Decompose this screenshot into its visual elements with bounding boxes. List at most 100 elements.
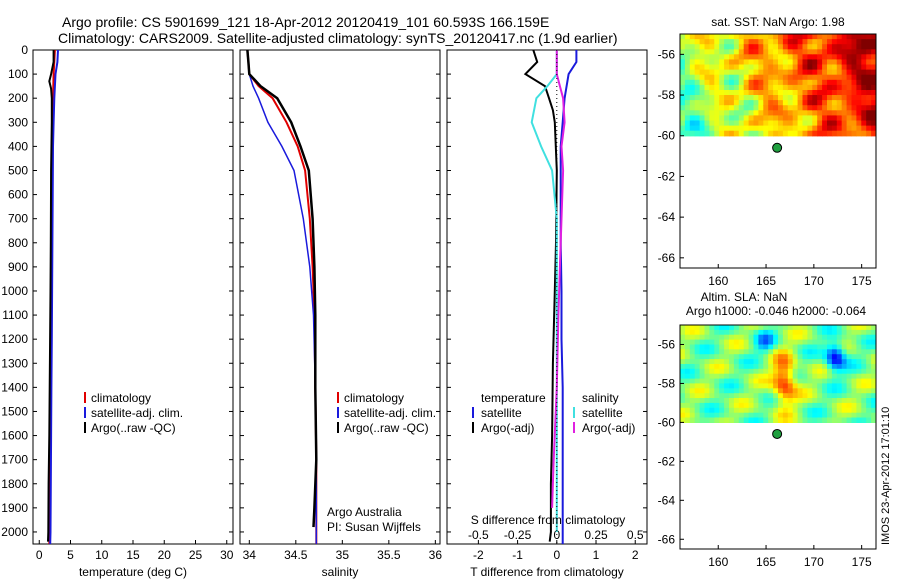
s-difference-xlabel: S difference from climatology: [471, 513, 626, 527]
heat-cell: [817, 90, 823, 96]
heat-cell: [792, 90, 799, 96]
heat-cell: [714, 354, 720, 360]
heat-cell: [871, 59, 876, 66]
heat-cell: [729, 412, 735, 419]
heat-cell: [817, 402, 823, 409]
heat-cell: [827, 39, 833, 45]
heat-cell: [704, 90, 710, 96]
heat-cell: [787, 44, 794, 50]
heat-cell: [851, 125, 857, 132]
heat-cell: [851, 349, 857, 355]
heat-cell: [851, 54, 857, 60]
heat-cell: [866, 329, 872, 336]
heat-cell: [699, 344, 706, 350]
heat-cell: [807, 378, 813, 385]
heat-cell: [778, 44, 784, 50]
heat-cell: [841, 334, 848, 341]
heat-cell: [841, 339, 848, 346]
heat-cell: [743, 120, 750, 127]
heat-cell: [846, 388, 853, 394]
heat-cell: [753, 383, 759, 389]
heat-cell: [851, 398, 857, 404]
heat-cell: [694, 49, 701, 55]
heat-cell: [684, 393, 691, 399]
heat-cell: [851, 373, 857, 380]
legend-swatch-satellite: [84, 407, 86, 418]
heat-cell: [802, 120, 808, 127]
heat-cell: [817, 115, 823, 122]
heat-cell: [861, 364, 867, 370]
heat-cell: [704, 325, 710, 331]
heat-cell: [709, 344, 715, 350]
heat-cell: [738, 398, 745, 404]
heat-cell: [822, 95, 828, 101]
heat-cell: [797, 344, 804, 350]
heat-cell: [680, 359, 686, 365]
heat-cell: [822, 100, 828, 106]
heat-cell: [807, 359, 813, 365]
heat-cell: [714, 74, 720, 81]
heat-cell: [714, 402, 720, 409]
heat-cell: [792, 359, 799, 365]
heat-cell: [689, 329, 696, 336]
heat-cell: [822, 359, 828, 365]
heat-cell: [856, 100, 862, 106]
heat-cell: [738, 100, 745, 106]
heat-cell: [773, 54, 779, 60]
heat-cell: [738, 364, 745, 370]
heat-cell: [748, 378, 755, 385]
heat-cell: [782, 115, 789, 122]
heat-cell: [851, 325, 857, 331]
heat-cell: [704, 393, 710, 399]
heat-cell: [729, 74, 735, 81]
heat-cell: [709, 393, 715, 399]
heat-cell: [694, 329, 701, 336]
heat-cell: [866, 407, 872, 414]
heat-cell: [797, 39, 804, 45]
heat-cell: [719, 110, 725, 116]
heat-cell: [856, 95, 862, 101]
heat-cell: [680, 393, 686, 399]
heat-cell: [871, 110, 876, 116]
heat-cell: [797, 130, 804, 137]
heat-cell: [822, 130, 828, 137]
heat-cell: [861, 383, 867, 389]
heat-cell: [733, 378, 740, 385]
heat-cell: [802, 407, 808, 414]
heat-cell: [856, 368, 862, 375]
heat-cell: [709, 325, 715, 331]
heat-cell: [738, 130, 745, 137]
heat-cell: [773, 130, 779, 137]
heat-cell: [827, 130, 833, 137]
heat-cell: [871, 373, 876, 380]
heat-cell: [866, 364, 872, 370]
x-tick-label: 35: [336, 548, 350, 562]
heat-cell: [748, 100, 755, 106]
heat-cell: [866, 69, 872, 76]
heat-cell: [856, 412, 862, 419]
heat-cell: [719, 344, 725, 350]
heat-cell: [748, 39, 755, 45]
heat-cell: [719, 378, 725, 385]
heat-cell: [709, 373, 715, 380]
heat-cell: [831, 105, 838, 111]
heat-cell: [748, 115, 755, 122]
heat-cell: [856, 44, 862, 50]
heat-cell: [753, 90, 759, 96]
heat-cell: [748, 54, 755, 60]
heat-cell: [763, 79, 769, 86]
heat-cell: [802, 64, 808, 71]
heat-cell: [738, 407, 745, 414]
heat-cell: [758, 359, 764, 365]
heat-cell: [871, 39, 876, 45]
heat-cell: [724, 44, 730, 50]
heat-cell: [724, 359, 730, 365]
heat-cell: [871, 364, 876, 370]
heat-cell: [822, 402, 828, 409]
heat-cell: [778, 388, 784, 394]
heat-cell: [787, 388, 794, 394]
heat-cell: [817, 354, 823, 360]
heat-cell: [841, 378, 848, 385]
heat-cell: [807, 329, 813, 336]
heat-cell: [704, 74, 710, 81]
